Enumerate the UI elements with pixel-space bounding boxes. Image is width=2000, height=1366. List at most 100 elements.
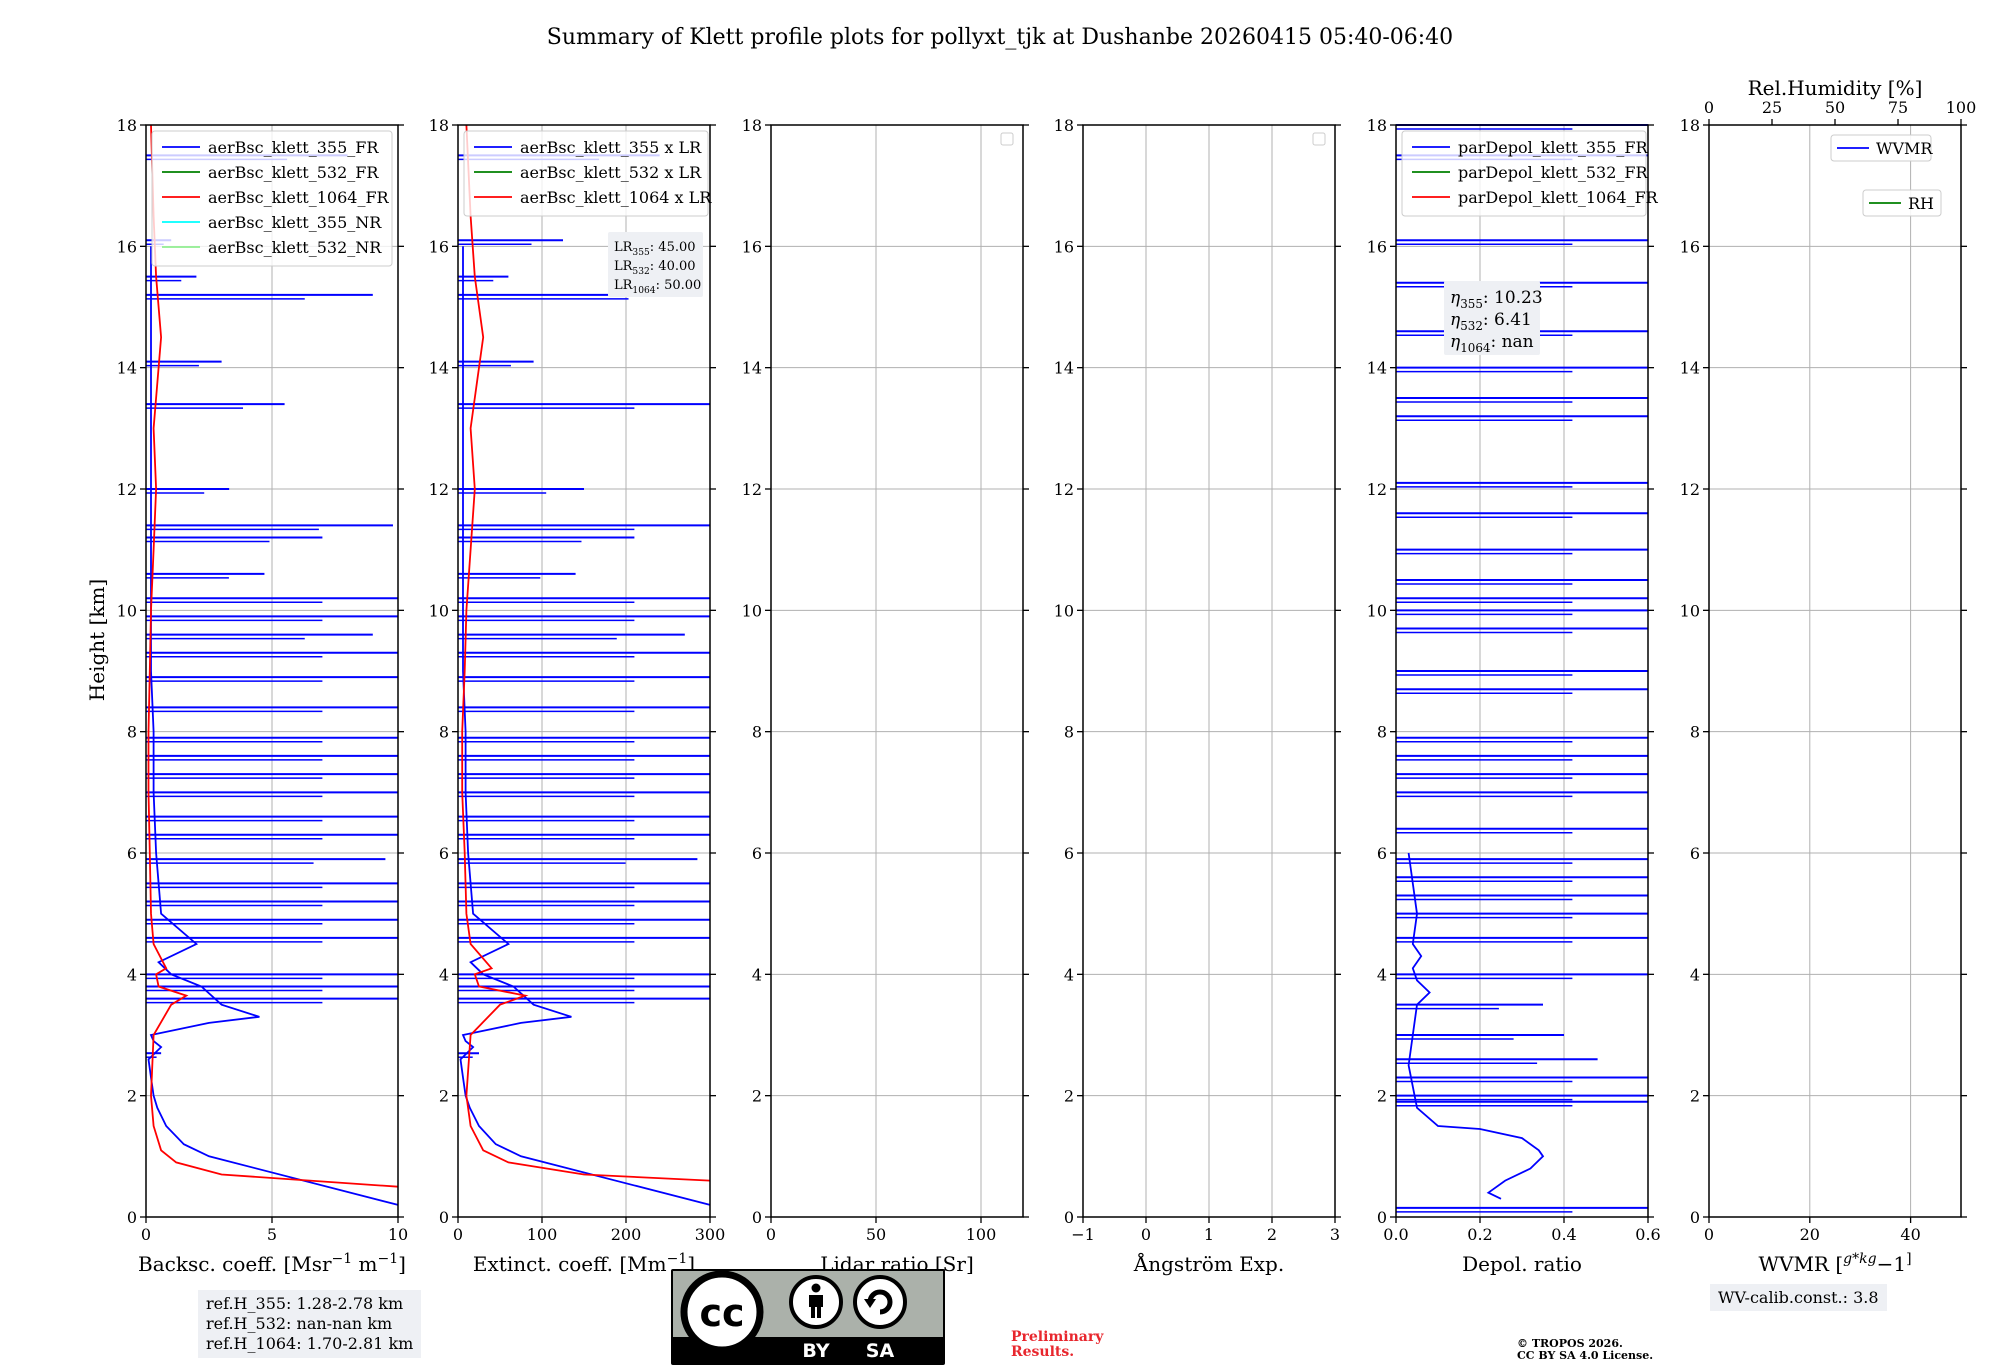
legend-box: [1830, 134, 1932, 162]
y-tick-label: 10: [1054, 601, 1074, 620]
y-tick-label: 6: [1377, 844, 1387, 863]
wv-calibration-box: WV-calib.const.: 3.8: [1710, 1284, 1887, 1311]
y-tick-label: 12: [1680, 480, 1700, 499]
y-tick-label: 4: [439, 965, 449, 984]
empty-legend: [1312, 132, 1326, 146]
x-tick-label: 0: [766, 1225, 776, 1244]
x-axis-label: Ångström Exp.: [1133, 1251, 1284, 1276]
legend-label: aerBsc_klett_355_FR: [208, 138, 379, 157]
y-tick-label: 16: [117, 237, 137, 256]
legend-label: RH: [1908, 194, 1934, 213]
x-tick-label: 3: [1330, 1225, 1340, 1244]
panel-frame: [457, 124, 711, 1218]
y-tick-label: 10: [1680, 601, 1700, 620]
legend-label: parDepol_klett_355_FR: [1458, 138, 1649, 157]
y-tick-label: 6: [1690, 844, 1700, 863]
preliminary-line-1: Preliminary: [1011, 1329, 1104, 1345]
x-axis-label-part: −1: [332, 1251, 353, 1267]
legend-label: aerBsc_klett_532 x LR: [520, 163, 702, 182]
top-x-tick-label: 100: [1946, 98, 1977, 117]
attribution-icon: [789, 1275, 843, 1329]
x-tick-label: 0.6: [1635, 1225, 1660, 1244]
top-x-tick-label: 0: [1704, 98, 1714, 117]
lidar-ratio-note-symbol: LR: [614, 278, 634, 293]
y-axis-label: Height [km]: [85, 579, 109, 701]
legend-label: aerBsc_klett_1064_FR: [208, 188, 390, 207]
x-tick-label: 0.2: [1467, 1225, 1492, 1244]
y-tick-label: 4: [1064, 965, 1074, 984]
x-axis-label-part: −1: [1877, 1252, 1906, 1276]
legend-label: aerBsc_klett_355_NR: [208, 213, 382, 232]
y-tick-label: 10: [1367, 601, 1387, 620]
eta-note-subscript: 532: [1460, 319, 1483, 333]
series-line-aerBsc_klett_355_FR: [147, 246, 399, 1206]
y-tick-label: 8: [1064, 723, 1074, 742]
x-axis-label: WVMR [g*kg−1]: [1758, 1251, 1911, 1276]
y-tick-label: 14: [1680, 359, 1700, 378]
y-tick-label: 0: [127, 1208, 137, 1227]
y-tick-label: 2: [1690, 1087, 1700, 1106]
x-tick-label: 200: [611, 1225, 642, 1244]
top-x-tick-label: 25: [1762, 98, 1782, 117]
y-tick-label: 16: [1367, 237, 1387, 256]
copyright-line-2: CC BY SA 4.0 License.: [1517, 1349, 1654, 1362]
lidar-ratio-note-subscript: 355: [632, 248, 650, 258]
eta-note-value: : 10.23: [1483, 288, 1543, 308]
x-tick-label: 0: [453, 1225, 463, 1244]
y-tick-label: 8: [1377, 723, 1387, 742]
series-line-parDepol_klett_355_FR: [1407, 852, 1545, 1200]
y-tick-label: 10: [117, 601, 137, 620]
y-tick-label: 6: [127, 844, 137, 863]
x-axis-label-part: Backsc. coeff. [Msr: [138, 1252, 332, 1276]
panel-frame: [1395, 124, 1649, 1218]
x-tick-label: 50: [866, 1225, 886, 1244]
y-tick-label: 4: [1377, 965, 1387, 984]
lidar-ratio-note-symbol: LR: [614, 259, 634, 274]
y-tick-label: 0: [1690, 1208, 1700, 1227]
figure-title: Summary of Klett profile plots for polly…: [547, 25, 1453, 50]
y-tick-label: 8: [127, 723, 137, 742]
x-tick-label: 20: [1800, 1225, 1820, 1244]
series-line-aerBsc_klett_1064_FR: [147, 124, 399, 1188]
y-tick-label: 0: [439, 1208, 449, 1227]
x-axis-label: Depol. ratio: [1462, 1252, 1582, 1276]
x-tick-label: −1: [1071, 1225, 1095, 1244]
y-tick-label: 10: [429, 601, 449, 620]
eta-note-subscript: 355: [1460, 297, 1483, 311]
cc-license-badge: cc BY SA: [671, 1269, 945, 1365]
ref-height-532: ref.H_532: nan-nan km: [206, 1314, 393, 1333]
empty-legend: [1000, 132, 1014, 146]
y-tick-label: 8: [439, 723, 449, 742]
panel-frame: [770, 124, 1024, 1218]
y-tick-label: 14: [742, 359, 762, 378]
eta-note-value: : 6.41: [1483, 310, 1532, 330]
y-tick-label: 0: [1064, 1208, 1074, 1227]
eta-note-value: : nan: [1490, 332, 1533, 352]
y-tick-label: 6: [1064, 844, 1074, 863]
y-tick-label: 14: [429, 359, 449, 378]
panel-depol: 0 2 4 6 8 10 12 14 16 18 0.0 0.2 0.4 0.6 Depol. ratio p…: [1367, 116, 1661, 1276]
x-axis-label-part: −1: [667, 1251, 688, 1267]
x-tick-label: 0: [1704, 1225, 1714, 1244]
y-tick-label: 12: [429, 480, 449, 499]
y-tick-label: 6: [439, 844, 449, 863]
y-tick-label: 14: [1367, 359, 1387, 378]
y-tick-label: 18: [1367, 116, 1387, 135]
y-tick-label: 12: [1054, 480, 1074, 499]
lidar-ratio-note-symbol: LR: [614, 240, 634, 255]
y-tick-label: 12: [117, 480, 137, 499]
x-axis-label-part: Ångström Exp.: [1133, 1251, 1284, 1276]
legend-label: aerBsc_klett_532_NR: [208, 238, 382, 257]
x-tick-label: 1: [1204, 1225, 1214, 1244]
y-tick-label: 0: [1377, 1208, 1387, 1227]
series-line-aerBsc_klett_1064 x LR: [461, 124, 711, 1182]
y-tick-label: 18: [1054, 116, 1074, 135]
eta-note-line: η355: 10.23: [1450, 288, 1543, 311]
legend-box: [1862, 189, 1942, 217]
x-tick-label: 100: [966, 1225, 997, 1244]
y-tick-label: 6: [752, 844, 762, 863]
